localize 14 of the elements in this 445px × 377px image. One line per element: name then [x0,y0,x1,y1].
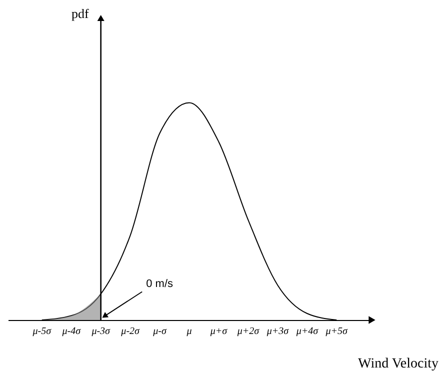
x-tick-label: μ-2σ [120,326,141,337]
x-tick-label: μ+4σ [295,326,320,337]
x-tick-label: μ+3σ [266,326,290,337]
text: pdf [72,6,90,21]
x-tick-label: μ-4σ [61,326,82,337]
x-axis-title: Wind Velocity [358,356,438,372]
x-tick-label: μ [186,326,192,337]
x-tick-label: μ-3σ [90,326,112,337]
x-tick-label: μ+2σ [236,326,260,337]
x-tick-label: μ+5σ [324,326,349,337]
x-tick-label: μ-σ [152,326,168,337]
x-tick-label: μ-5σ [32,326,52,337]
x-tick-label: μ+σ [209,326,228,337]
annotation: 0 m/s [146,278,174,290]
